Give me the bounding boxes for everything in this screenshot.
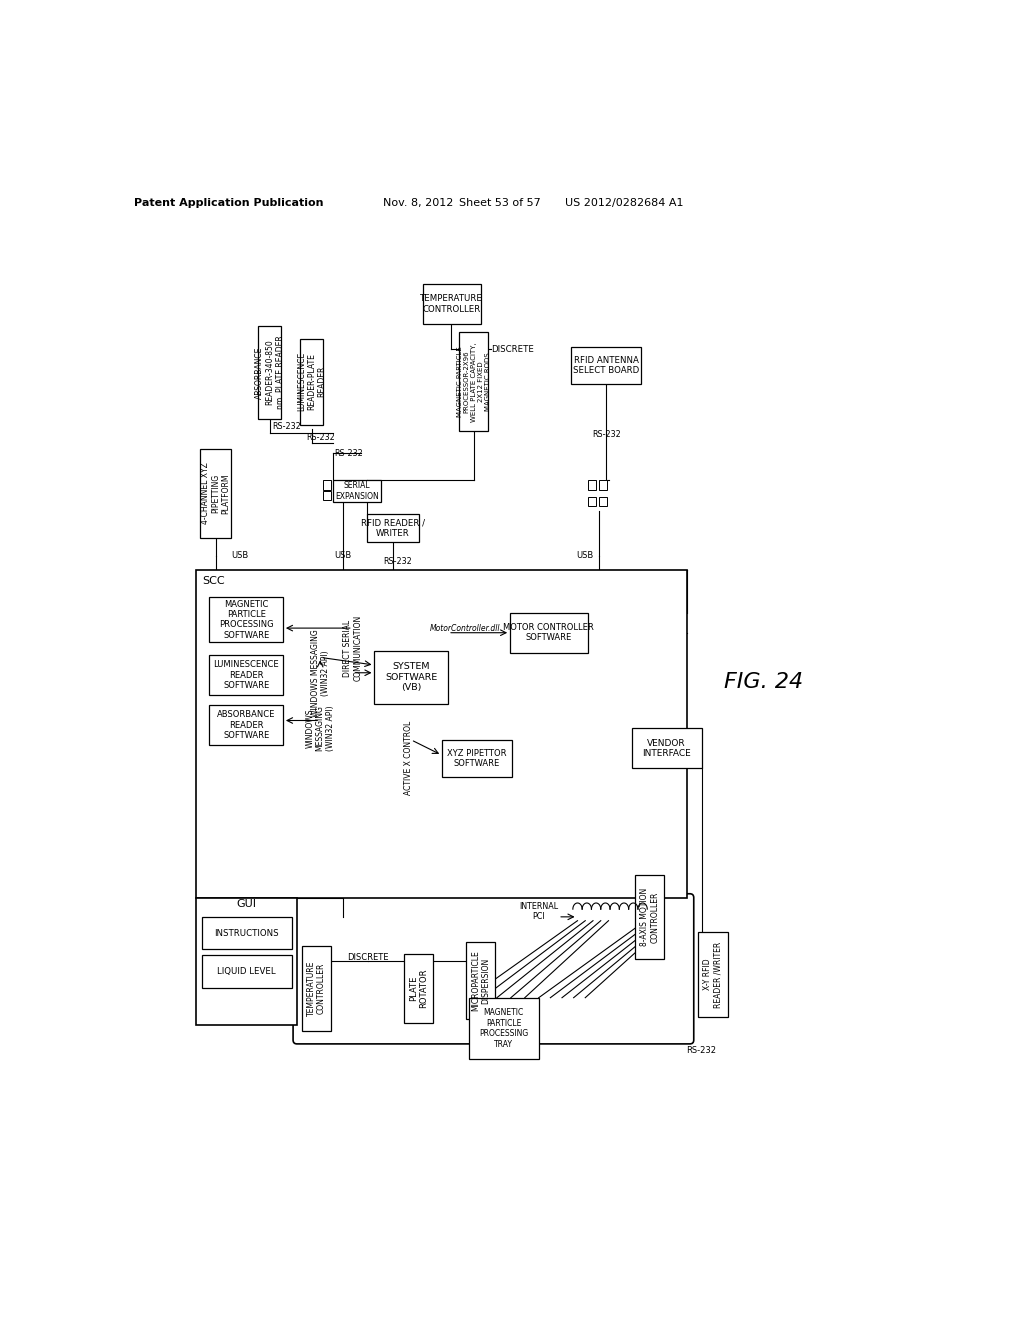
Text: RS-232: RS-232 — [272, 422, 301, 430]
Text: RS-232: RS-232 — [383, 557, 412, 565]
FancyBboxPatch shape — [367, 515, 420, 543]
Text: USB: USB — [231, 552, 249, 560]
Text: GUI: GUI — [237, 899, 257, 908]
FancyBboxPatch shape — [324, 491, 331, 500]
FancyBboxPatch shape — [209, 598, 283, 642]
FancyBboxPatch shape — [635, 875, 665, 960]
FancyBboxPatch shape — [209, 655, 283, 696]
Text: SERIAL
EXPANSION: SERIAL EXPANSION — [335, 482, 379, 500]
Text: INTERNAL
PCI: INTERNAL PCI — [519, 902, 558, 921]
Text: DISCRETE: DISCRETE — [490, 345, 534, 354]
FancyBboxPatch shape — [209, 705, 283, 744]
FancyBboxPatch shape — [510, 612, 588, 653]
Text: TEMPERATURE
CONTROLLER: TEMPERATURE CONTROLLER — [306, 961, 326, 1016]
Text: SYSTEM
SOFTWARE
(VB): SYSTEM SOFTWARE (VB) — [385, 663, 437, 692]
Text: DISCRETE: DISCRETE — [347, 953, 389, 962]
Text: RFID READER /
WRITER: RFID READER / WRITER — [361, 519, 425, 537]
Text: PLATE
ROTATOR: PLATE ROTATOR — [409, 969, 428, 1008]
Text: INSTRUCTIONS: INSTRUCTIONS — [214, 928, 279, 937]
Text: SCC: SCC — [203, 576, 225, 586]
Text: X-Y RFID
READER /WRITER: X-Y RFID READER /WRITER — [703, 941, 723, 1007]
Text: US 2012/0282684 A1: US 2012/0282684 A1 — [565, 198, 683, 209]
FancyBboxPatch shape — [599, 480, 607, 490]
FancyBboxPatch shape — [202, 917, 292, 949]
Text: WINDOWS
MESSAGING
(WIN32 API): WINDOWS MESSAGING (WIN32 API) — [305, 705, 335, 751]
FancyBboxPatch shape — [589, 498, 596, 507]
Text: 4-CHANNEL XYZ
PIPETTING
PLATFORM: 4-CHANNEL XYZ PIPETTING PLATFORM — [201, 462, 230, 524]
Text: RS-232: RS-232 — [335, 449, 364, 458]
Text: TEMPERATURE
CONTROLLER: TEMPERATURE CONTROLLER — [420, 294, 483, 314]
FancyBboxPatch shape — [469, 998, 539, 1059]
Text: MAGNETIC PARTICLE
PROCESSOR-2X96
WELL PLATE CAPACITY,
2X12 FIXED
MAGNETIC RODS: MAGNETIC PARTICLE PROCESSOR-2X96 WELL PL… — [457, 342, 490, 421]
Text: MAGNETIC
PARTICLE
PROCESSING
TRAY: MAGNETIC PARTICLE PROCESSING TRAY — [479, 1008, 528, 1048]
FancyBboxPatch shape — [333, 480, 381, 502]
FancyBboxPatch shape — [258, 326, 282, 418]
FancyBboxPatch shape — [698, 932, 728, 1016]
Text: LUMINESCENCE
READER-PLATE
READER: LUMINESCENCE READER-PLATE READER — [297, 352, 327, 412]
FancyBboxPatch shape — [589, 480, 596, 490]
FancyBboxPatch shape — [403, 954, 433, 1023]
Text: XYZ PIPETTOR
SOFTWARE: XYZ PIPETTOR SOFTWARE — [447, 748, 507, 768]
Text: MICROPARTICLE
DISPERSION: MICROPARTICLE DISPERSION — [471, 950, 490, 1011]
FancyBboxPatch shape — [197, 570, 687, 898]
Text: USB: USB — [577, 552, 594, 560]
Text: MAGNETIC
PARTICLE
PROCESSING
SOFTWARE: MAGNETIC PARTICLE PROCESSING SOFTWARE — [219, 599, 273, 640]
FancyBboxPatch shape — [197, 898, 297, 1024]
Text: Patent Application Publication: Patent Application Publication — [134, 198, 324, 209]
Text: RS-232: RS-232 — [592, 429, 621, 438]
Text: DIRECT SERIAL
COMMUNICATION: DIRECT SERIAL COMMUNICATION — [343, 615, 362, 681]
Text: VENDOR
INTERFACE: VENDOR INTERFACE — [642, 738, 691, 758]
FancyBboxPatch shape — [302, 946, 331, 1031]
FancyBboxPatch shape — [599, 498, 607, 507]
FancyBboxPatch shape — [466, 942, 496, 1019]
Text: Nov. 8, 2012: Nov. 8, 2012 — [383, 198, 454, 209]
Text: ABSORBANCE
READER
SOFTWARE: ABSORBANCE READER SOFTWARE — [217, 710, 275, 741]
Text: LIQUID LEVEL: LIQUID LEVEL — [217, 968, 275, 975]
FancyBboxPatch shape — [442, 739, 512, 776]
Text: ACTIVE X CONTROL: ACTIVE X CONTROL — [404, 721, 413, 795]
FancyBboxPatch shape — [632, 729, 701, 768]
Text: Sheet 53 of 57: Sheet 53 of 57 — [459, 198, 541, 209]
FancyBboxPatch shape — [324, 480, 331, 490]
Text: MotorController.dll: MotorController.dll — [430, 623, 501, 632]
Text: USB: USB — [334, 552, 351, 560]
FancyBboxPatch shape — [200, 449, 231, 537]
Text: RS-232: RS-232 — [686, 1045, 717, 1055]
FancyBboxPatch shape — [423, 284, 480, 323]
FancyBboxPatch shape — [459, 333, 488, 430]
Text: LUMINESCENCE
READER
SOFTWARE: LUMINESCENCE READER SOFTWARE — [213, 660, 279, 690]
FancyBboxPatch shape — [375, 651, 449, 704]
Text: WINDOWS MESSAGING
(WIN32 API): WINDOWS MESSAGING (WIN32 API) — [310, 628, 330, 717]
Text: RS-232: RS-232 — [306, 433, 335, 442]
Text: FIG. 24: FIG. 24 — [724, 672, 803, 692]
FancyBboxPatch shape — [202, 956, 292, 987]
Text: RFID ANTENNA
SELECT BOARD: RFID ANTENNA SELECT BOARD — [573, 356, 639, 375]
Text: MOTOR CONTROLLER
SOFTWARE: MOTOR CONTROLLER SOFTWARE — [504, 623, 594, 643]
FancyBboxPatch shape — [300, 339, 324, 425]
FancyBboxPatch shape — [571, 347, 641, 384]
Text: ABSORBANCE
READER-340-850
nm  PLATE READER: ABSORBANCE READER-340-850 nm PLATE READE… — [255, 335, 285, 409]
Text: 8-AXIS MOTION
CONTROLLER: 8-AXIS MOTION CONTROLLER — [640, 888, 659, 946]
